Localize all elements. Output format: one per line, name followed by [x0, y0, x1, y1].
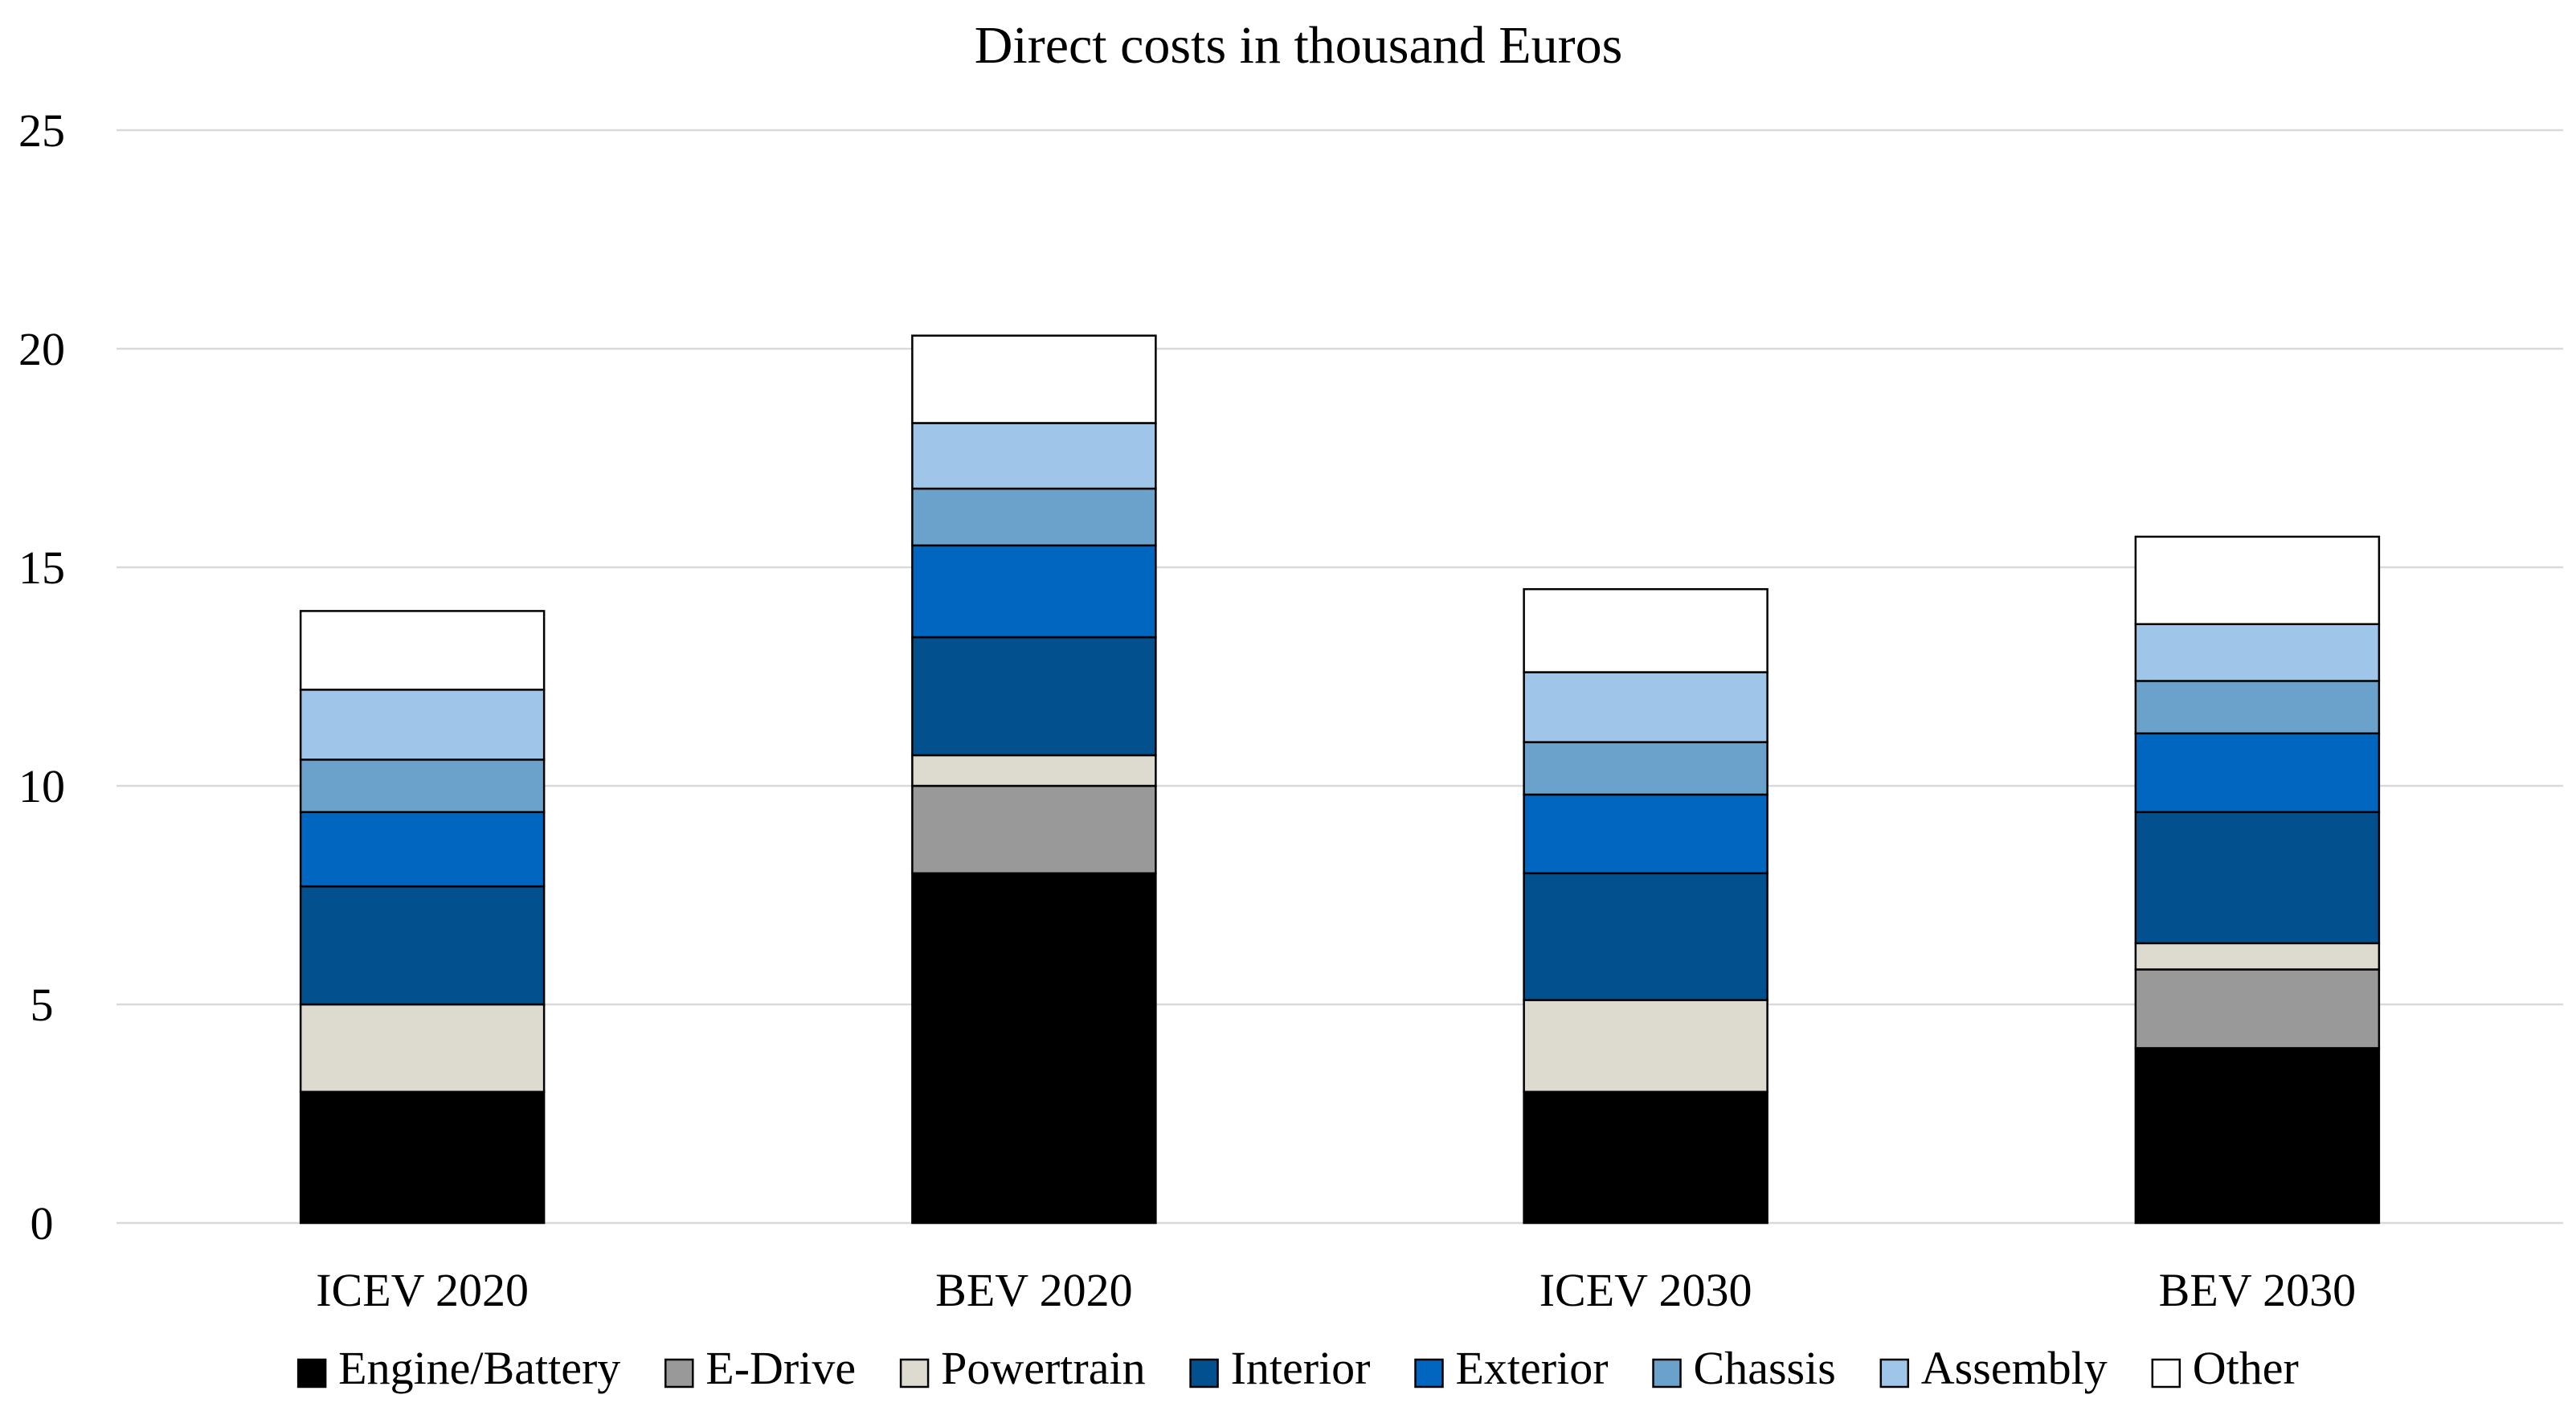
- legend-label-engine-battery: Engine/Battery: [338, 1342, 620, 1394]
- legend-item-assembly: Assembly: [1879, 1342, 2108, 1394]
- legend-swatch-chassis: [1652, 1358, 1682, 1389]
- legend-item-other: Other: [2151, 1342, 2299, 1394]
- bar-stack-icev-2030: [1523, 587, 1768, 1225]
- legend-label-interior: Interior: [1231, 1342, 1371, 1394]
- y-tick-label-10: 10: [18, 760, 65, 812]
- bar-bev-2020-exterior: [911, 544, 1157, 639]
- legend-label-chassis: Chassis: [1694, 1342, 1836, 1394]
- bar-icev-2030-powertrain: [1523, 999, 1768, 1094]
- bar-stack-bev-2020: [911, 334, 1157, 1225]
- bar-icev-2030-exterior: [1523, 793, 1768, 875]
- bar-stack-icev-2020: [299, 610, 546, 1225]
- chart-title: Direct costs in thousand Euros: [975, 16, 1623, 75]
- legend-item-exterior: Exterior: [1414, 1342, 1609, 1394]
- legend-swatch-assembly: [1879, 1358, 1910, 1389]
- bar-bev-2030-other: [2134, 535, 2381, 625]
- bar-bev-2020-assembly: [911, 422, 1157, 490]
- bar-bev-2030-e-drive: [2134, 968, 2381, 1049]
- legend-swatch-engine-battery: [296, 1358, 327, 1389]
- bar-bev-2020-e-drive: [911, 784, 1157, 875]
- y-tick-label-25: 25: [18, 104, 65, 157]
- legend-label-powertrain: Powertrain: [941, 1342, 1146, 1394]
- bar-icev-2030-engine-battery: [1523, 1090, 1768, 1225]
- legend-label-other: Other: [2193, 1342, 2299, 1394]
- bar-bev-2030-assembly: [2134, 623, 2381, 682]
- legend-label-assembly: Assembly: [1921, 1342, 2108, 1394]
- legend-swatch-interior: [1189, 1358, 1219, 1389]
- legend-item-engine-battery: Engine/Battery: [296, 1342, 620, 1394]
- legend-item-interior: Interior: [1189, 1342, 1371, 1394]
- bars: [299, 334, 2381, 1225]
- legend-item-powertrain: Powertrain: [899, 1342, 1146, 1394]
- bar-icev-2020-assembly: [299, 689, 546, 761]
- y-tick-label-15: 15: [18, 542, 65, 594]
- bar-bev-2030-interior: [2134, 811, 2381, 945]
- x-axis-categories: ICEV 2020 BEV 2020 ICEV 2030 BEV 2030: [316, 1264, 2356, 1316]
- bar-icev-2030-assembly: [1523, 671, 1768, 743]
- legend: Engine/Battery E-Drive Powertrain Interior E…: [296, 1342, 2299, 1394]
- x-category-label-icev-2020: ICEV 2020: [316, 1264, 529, 1316]
- bar-icev-2020-other: [299, 610, 546, 691]
- bar-bev-2020-chassis: [911, 487, 1157, 547]
- bar-icev-2020-interior: [299, 885, 546, 1006]
- legend-swatch-powertrain: [899, 1358, 930, 1389]
- legend-item-chassis: Chassis: [1652, 1342, 1836, 1394]
- bar-icev-2020-engine-battery: [299, 1090, 546, 1225]
- legend-swatch-other: [2151, 1358, 2181, 1389]
- bar-bev-2020-other: [911, 334, 1157, 424]
- x-category-label-bev-2020: BEV 2020: [935, 1264, 1132, 1316]
- bar-stack-bev-2030: [2134, 535, 2381, 1225]
- y-tick-label-20: 20: [18, 323, 65, 375]
- bar-icev-2020-chassis: [299, 759, 546, 813]
- bar-icev-2030-interior: [1523, 872, 1768, 1001]
- bar-icev-2030-other: [1523, 587, 1768, 673]
- x-category-label-bev-2030: BEV 2030: [2159, 1264, 2356, 1316]
- bar-bev-2020-engine-battery: [911, 872, 1157, 1225]
- bar-bev-2020-powertrain: [911, 754, 1157, 787]
- y-axis-ticks: 0 5 10 15 20 25: [18, 104, 65, 1249]
- legend-item-e-drive: E-Drive: [664, 1342, 856, 1394]
- x-category-label-icev-2030: ICEV 2030: [1539, 1264, 1752, 1316]
- bar-icev-2030-chassis: [1523, 741, 1768, 796]
- bar-icev-2020-powertrain: [299, 1003, 546, 1094]
- bar-bev-2030-powertrain: [2134, 942, 2381, 971]
- y-tick-label-0: 0: [31, 1197, 54, 1249]
- legend-label-e-drive: E-Drive: [705, 1342, 856, 1394]
- bar-bev-2030-chassis: [2134, 680, 2381, 734]
- bar-icev-2020-exterior: [299, 811, 546, 888]
- bar-bev-2030-engine-battery: [2134, 1047, 2381, 1225]
- bar-bev-2020-interior: [911, 636, 1157, 757]
- y-tick-label-5: 5: [31, 979, 54, 1031]
- legend-swatch-e-drive: [664, 1358, 694, 1389]
- bar-bev-2030-exterior: [2134, 732, 2381, 813]
- legend-label-exterior: Exterior: [1456, 1342, 1609, 1394]
- legend-swatch-exterior: [1414, 1358, 1444, 1389]
